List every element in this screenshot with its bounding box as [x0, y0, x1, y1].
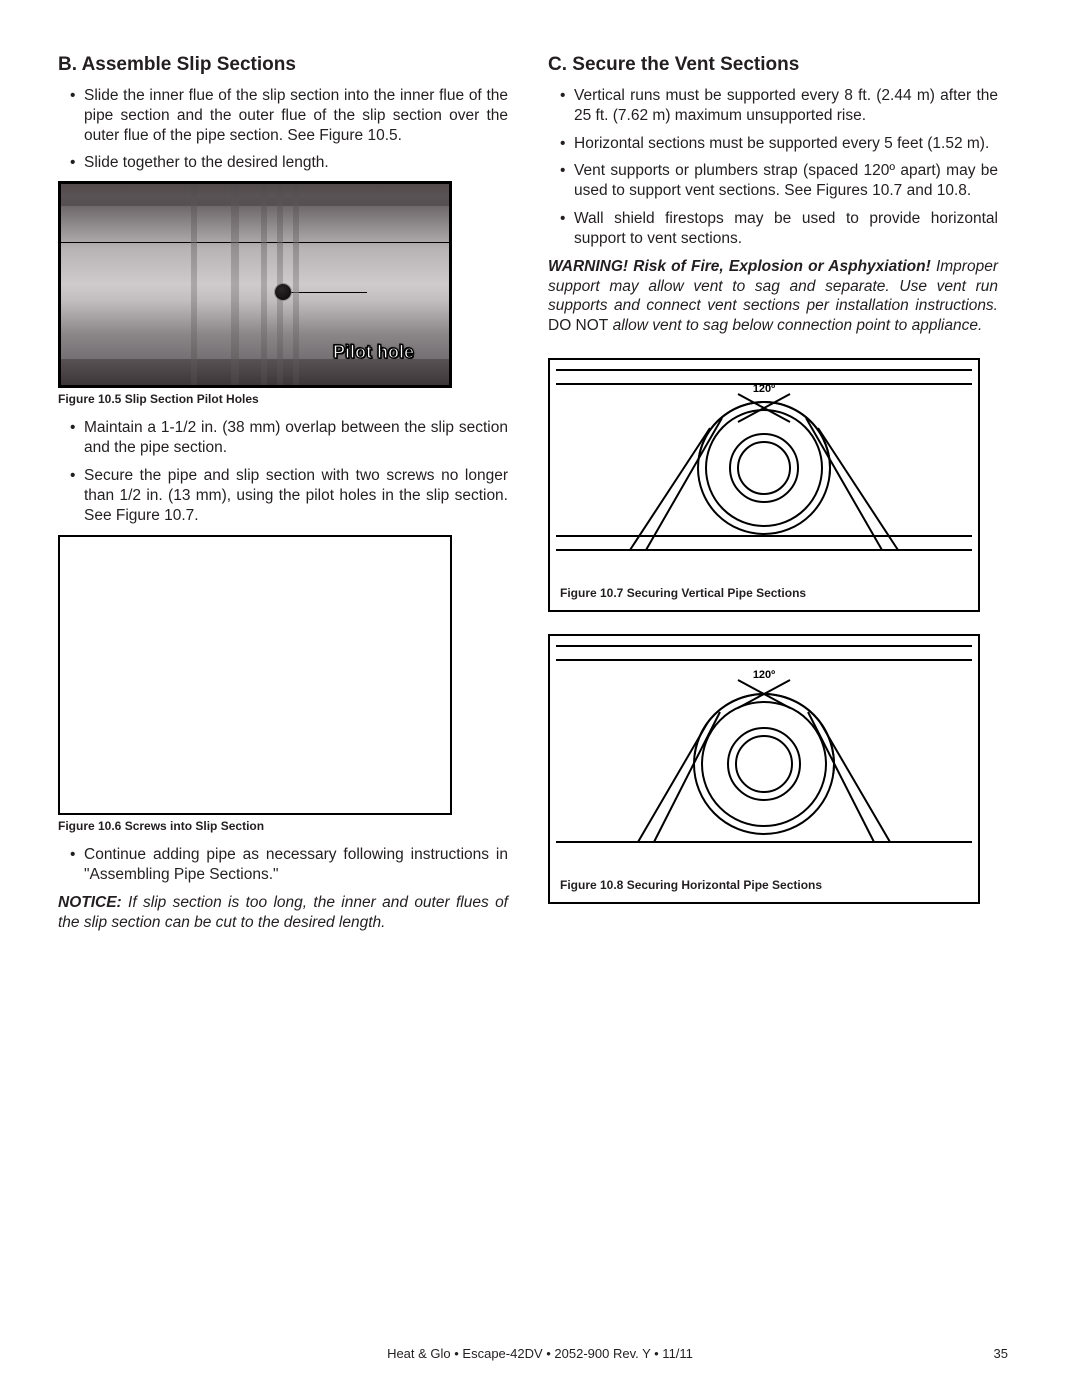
angle-label: 120º — [753, 383, 775, 395]
figure-10-5-caption: Figure 10.5 Slip Section Pilot Holes — [58, 392, 508, 406]
pipe-joint — [231, 184, 239, 385]
notice-paragraph: NOTICE: If slip section is too long, the… — [58, 893, 508, 933]
list-item: Vent supports or plumbers strap (spaced … — [562, 161, 998, 201]
guide-line — [61, 242, 449, 243]
section-b-bullets-top: Slide the inner flue of the slip section… — [58, 86, 508, 173]
figure-10-6-caption: Figure 10.6 Screws into Slip Section — [58, 819, 508, 833]
list-item: Slide the inner flue of the slip section… — [72, 86, 508, 145]
section-b-title: B. Assemble Slip Sections — [58, 54, 508, 76]
pipe-joint — [293, 184, 299, 385]
figure-10-7-caption: Figure 10.7 Securing Vertical Pipe Secti… — [560, 586, 978, 600]
section-b-bullets-mid: Maintain a 1-1/2 in. (38 mm) overlap bet… — [58, 418, 508, 525]
list-item: Maintain a 1-1/2 in. (38 mm) overlap bet… — [72, 418, 508, 458]
right-column: C. Secure the Vent Sections Vertical run… — [548, 54, 998, 933]
list-item: Vertical runs must be supported every 8 … — [562, 86, 998, 126]
horizontal-pipe-diagram: 120º — [550, 636, 978, 872]
pipe-joint — [261, 184, 267, 385]
pipe-joint — [191, 184, 197, 385]
section-b-bullets-bot: Continue adding pipe as necessary follow… — [58, 845, 508, 885]
vertical-pipe-diagram: 120º — [550, 360, 978, 580]
left-column: B. Assemble Slip Sections Slide the inne… — [58, 54, 508, 933]
figure-10-7: 120º Figure 10.7 Securing Vertical Pipe … — [548, 358, 980, 612]
list-item: Wall shield firestops may be used to pro… — [562, 209, 998, 249]
list-item: Slide together to the desired length. — [72, 153, 508, 173]
leader-line — [287, 292, 367, 293]
section-c-title: C. Secure the Vent Sections — [548, 54, 998, 76]
figure-10-5: Pilot hole — [58, 181, 452, 388]
list-item: Horizontal sections must be supported ev… — [562, 134, 998, 154]
notice-body: If slip section is too long, the inner a… — [58, 894, 508, 931]
list-item: Secure the pipe and slip section with tw… — [72, 466, 508, 525]
warning-body-2: allow vent to sag below connection point… — [608, 317, 982, 334]
section-c-bullets: Vertical runs must be supported every 8 … — [548, 86, 998, 249]
figure-10-6 — [58, 535, 452, 815]
angle-label: 120º — [753, 669, 775, 681]
warning-paragraph: WARNING! Risk of Fire, Explosion or Asph… — [548, 257, 998, 336]
pilot-hole-label: Pilot hole — [333, 342, 414, 363]
shadow-top — [61, 184, 449, 206]
two-column-layout: B. Assemble Slip Sections Slide the inne… — [58, 54, 1020, 933]
page-footer: Heat & Glo • Escape-42DV • 2052-900 Rev.… — [0, 1346, 1080, 1361]
figure-10-8-caption: Figure 10.8 Securing Horizontal Pipe Sec… — [560, 878, 978, 892]
list-item: Continue adding pipe as necessary follow… — [72, 845, 508, 885]
warning-lead: WARNING! Risk of Fire, Explosion or Asph… — [548, 258, 931, 275]
footer-page-number: 35 — [994, 1346, 1008, 1361]
page: B. Assemble Slip Sections Slide the inne… — [0, 0, 1080, 1397]
footer-center-text: Heat & Glo • Escape-42DV • 2052-900 Rev.… — [0, 1346, 1080, 1361]
notice-lead: NOTICE: — [58, 894, 122, 911]
figure-10-8: 120º Figure 10.8 Securing Horizontal Pip… — [548, 634, 980, 904]
warning-donot: DO NOT — [548, 317, 608, 334]
